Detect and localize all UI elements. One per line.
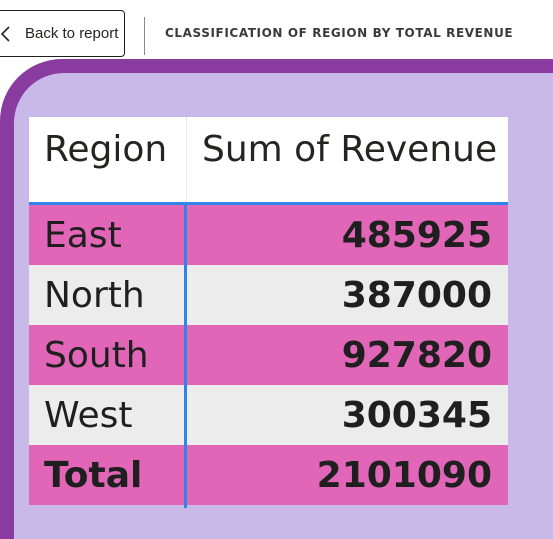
page-title: CLASSIFICATION OF REGION BY TOTAL REVENU… xyxy=(165,26,513,40)
region-cell: North xyxy=(44,273,145,319)
back-button-label: Back to report xyxy=(25,25,118,42)
column-header-region[interactable]: Region xyxy=(44,127,167,173)
revenue-cell: 300345 xyxy=(342,393,492,439)
total-row[interactable]: Total 2101090 xyxy=(29,445,508,505)
total-label: Total xyxy=(44,453,142,499)
table-row[interactable]: East 485925 xyxy=(29,205,508,265)
table-row[interactable]: South 927820 xyxy=(29,325,508,385)
back-to-report-button[interactable]: Back to report xyxy=(0,10,125,57)
table-row[interactable]: West 300345 xyxy=(29,385,508,445)
column-header-revenue[interactable]: Sum of Revenue xyxy=(202,127,497,173)
matrix-header: Region Sum of Revenue xyxy=(29,117,508,202)
chevron-left-icon xyxy=(0,25,13,43)
revenue-cell: 485925 xyxy=(342,213,492,259)
header-separator xyxy=(186,117,187,202)
region-cell: South xyxy=(44,333,149,379)
region-cell: West xyxy=(44,393,133,439)
revenue-matrix: Region Sum of Revenue East 485925 North … xyxy=(29,117,508,505)
total-revenue: 2101090 xyxy=(317,453,492,499)
table-row[interactable]: North 387000 xyxy=(29,265,508,325)
region-cell: East xyxy=(44,213,122,259)
column-divider-line xyxy=(184,205,187,508)
revenue-cell: 927820 xyxy=(342,333,492,379)
header-divider xyxy=(144,17,145,55)
revenue-cell: 387000 xyxy=(342,273,492,319)
top-bar: Back to report CLASSIFICATION OF REGION … xyxy=(0,0,553,66)
